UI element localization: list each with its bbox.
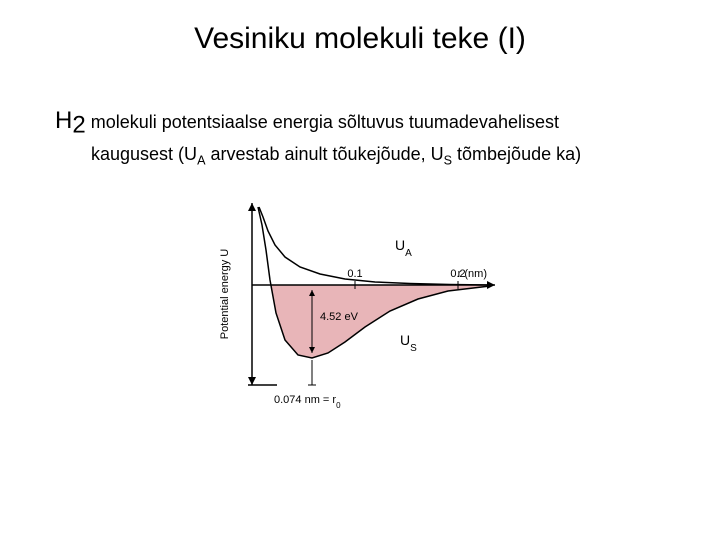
slide-subtitle: H2 molekuli potentsiaalse energia sõltuv… bbox=[55, 105, 670, 170]
arrowhead-icon bbox=[248, 377, 256, 385]
subtitle-line2c: tõmbejõude ka) bbox=[452, 144, 581, 164]
subtitle-line1: molekuli potentsiaalse energia sõltuvus … bbox=[86, 112, 559, 132]
subtitle-lead-sub: 2 bbox=[72, 112, 85, 139]
x-axis-label: r (nm) bbox=[458, 268, 487, 280]
r0-label: 0.074 nm = r0 bbox=[274, 394, 341, 410]
slide-title: Vesiniku molekuli teke (I) bbox=[0, 22, 720, 56]
potential-energy-chart: 0.10.2r (nm)Potential energy UUAUS4.52 e… bbox=[210, 195, 510, 415]
well-shade bbox=[271, 285, 495, 358]
arrowhead-icon bbox=[248, 203, 256, 211]
subtitle-line2a: kaugusest (U bbox=[91, 144, 197, 164]
label-UA: UA bbox=[395, 237, 412, 259]
well-depth-label: 4.52 eV bbox=[320, 311, 359, 323]
subtitle-sub-S: S bbox=[444, 154, 452, 168]
subtitle-line2b: arvestab ainult tõukejõude, U bbox=[205, 144, 443, 164]
subtitle-lead-symbol: H bbox=[55, 107, 72, 134]
label-US: US bbox=[400, 332, 417, 354]
x-tick-label: 0.1 bbox=[347, 268, 362, 280]
y-axis-label: Potential energy U bbox=[219, 249, 231, 340]
